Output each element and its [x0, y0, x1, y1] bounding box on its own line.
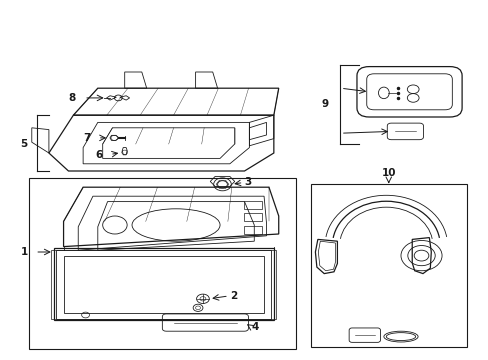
Bar	[244, 201, 261, 209]
Text: 6: 6	[95, 150, 102, 160]
Text: 3: 3	[244, 177, 251, 187]
Bar	[244, 213, 261, 221]
Text: 9: 9	[321, 99, 328, 109]
Text: 8: 8	[68, 93, 76, 103]
Text: 5: 5	[20, 139, 27, 149]
Text: 2: 2	[229, 291, 237, 301]
Bar	[29, 178, 295, 349]
Text: 10: 10	[381, 168, 395, 178]
Bar	[310, 184, 466, 347]
Text: 4: 4	[251, 322, 259, 332]
Text: 1: 1	[21, 247, 28, 257]
Text: 7: 7	[83, 133, 90, 143]
Bar	[244, 226, 261, 234]
